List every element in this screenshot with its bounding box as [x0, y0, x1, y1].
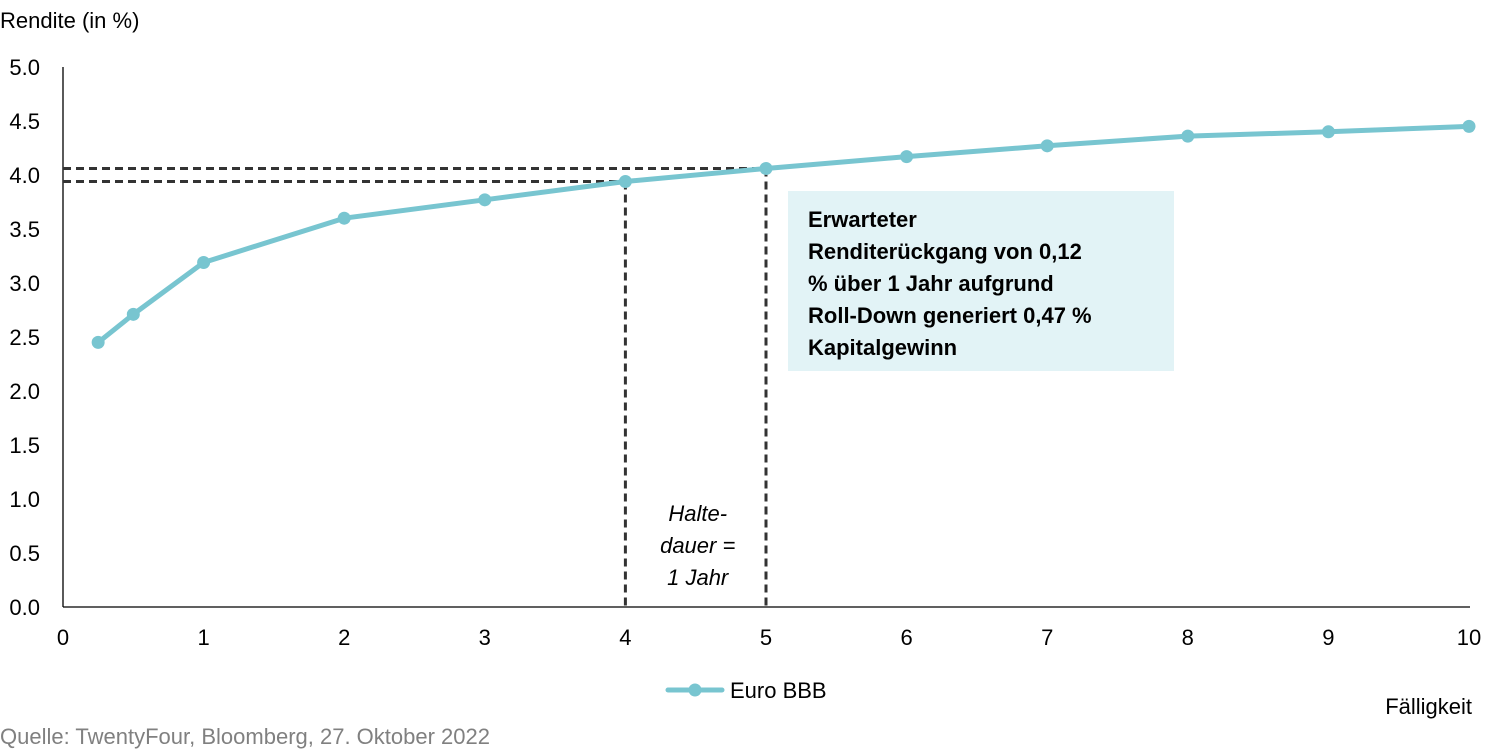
y-tick-labels: 0.0 0.5 1.0 1.5 2.0 2.5 3.0 3.5 4.0 4.5 5.0	[9, 55, 40, 620]
x-tick-label: 5	[760, 625, 772, 650]
source-note: Quelle: TwentyFour, Bloomberg, 27. Oktob…	[0, 724, 490, 749]
y-tick-label: 1.0	[9, 487, 40, 512]
legend-label-euro-bbb: Euro BBB	[730, 678, 827, 703]
annotation-line: % über 1 Jahr aufgrund	[808, 271, 1054, 296]
x-tick-label: 9	[1322, 625, 1334, 650]
data-point	[618, 174, 632, 188]
y-tick-label: 0.0	[9, 595, 40, 620]
series-points	[91, 119, 1476, 349]
series-line-euro-bbb	[95, 123, 1472, 345]
legend: Euro BBB	[665, 678, 827, 703]
holding-period-line: 1 Jahr	[667, 565, 730, 590]
x-tick-label: 0	[57, 625, 69, 650]
y-tick-label: 3.5	[9, 217, 40, 242]
annotation-box	[788, 191, 1174, 371]
data-point	[1321, 125, 1335, 139]
y-tick-label: 1.5	[9, 433, 40, 458]
x-tick-label: 6	[900, 625, 912, 650]
y-tick-label: 2.5	[9, 325, 40, 350]
x-tick-label: 3	[479, 625, 491, 650]
annotation-line: Renditerückgang von 0,12	[808, 239, 1082, 264]
y-axis-title: Rendite (in %)	[0, 8, 139, 33]
y-tick-label: 2.0	[9, 379, 40, 404]
data-point	[1040, 139, 1054, 153]
annotation-line: Roll-Down generiert 0,47 %	[808, 303, 1092, 328]
x-tick-label: 7	[1041, 625, 1053, 650]
annotation-line: Erwarteter	[808, 207, 917, 232]
x-axis-title: Fälligkeit	[1385, 694, 1472, 719]
x-tick-label: 8	[1182, 625, 1194, 650]
data-point	[1181, 129, 1195, 143]
data-point	[900, 150, 914, 164]
y-tick-label: 5.0	[9, 55, 40, 80]
x-tick-labels: 0 1 2 3 4 5 6 7 8 9 10	[57, 625, 1481, 650]
x-tick-label: 2	[338, 625, 350, 650]
annotation-text: Erwarteter Renditerückgang von 0,12 % über…	[808, 207, 1092, 360]
holding-period-label: Halte-dauer = 1 Jahr	[660, 501, 735, 590]
y-tick-label: 4.5	[9, 109, 40, 134]
data-point	[126, 307, 140, 321]
legend-marker-icon	[688, 683, 702, 697]
data-point	[91, 335, 105, 349]
data-point	[337, 211, 351, 225]
reference-lines	[63, 167, 768, 607]
y-tick-label: 3.0	[9, 271, 40, 296]
holding-period-line: Halte-	[668, 501, 727, 526]
y-tick-label: 4.0	[9, 163, 40, 188]
data-point	[759, 162, 773, 176]
holding-period-line: dauer =	[660, 533, 735, 558]
x-tick-label: 10	[1457, 625, 1481, 650]
x-tick-label: 1	[197, 625, 209, 650]
x-tick-label: 4	[619, 625, 631, 650]
y-tick-label: 0.5	[9, 541, 40, 566]
data-point	[197, 255, 211, 269]
data-point	[478, 193, 492, 207]
data-point	[1462, 119, 1476, 133]
annotation-line: Kapitalgewinn	[808, 335, 957, 360]
